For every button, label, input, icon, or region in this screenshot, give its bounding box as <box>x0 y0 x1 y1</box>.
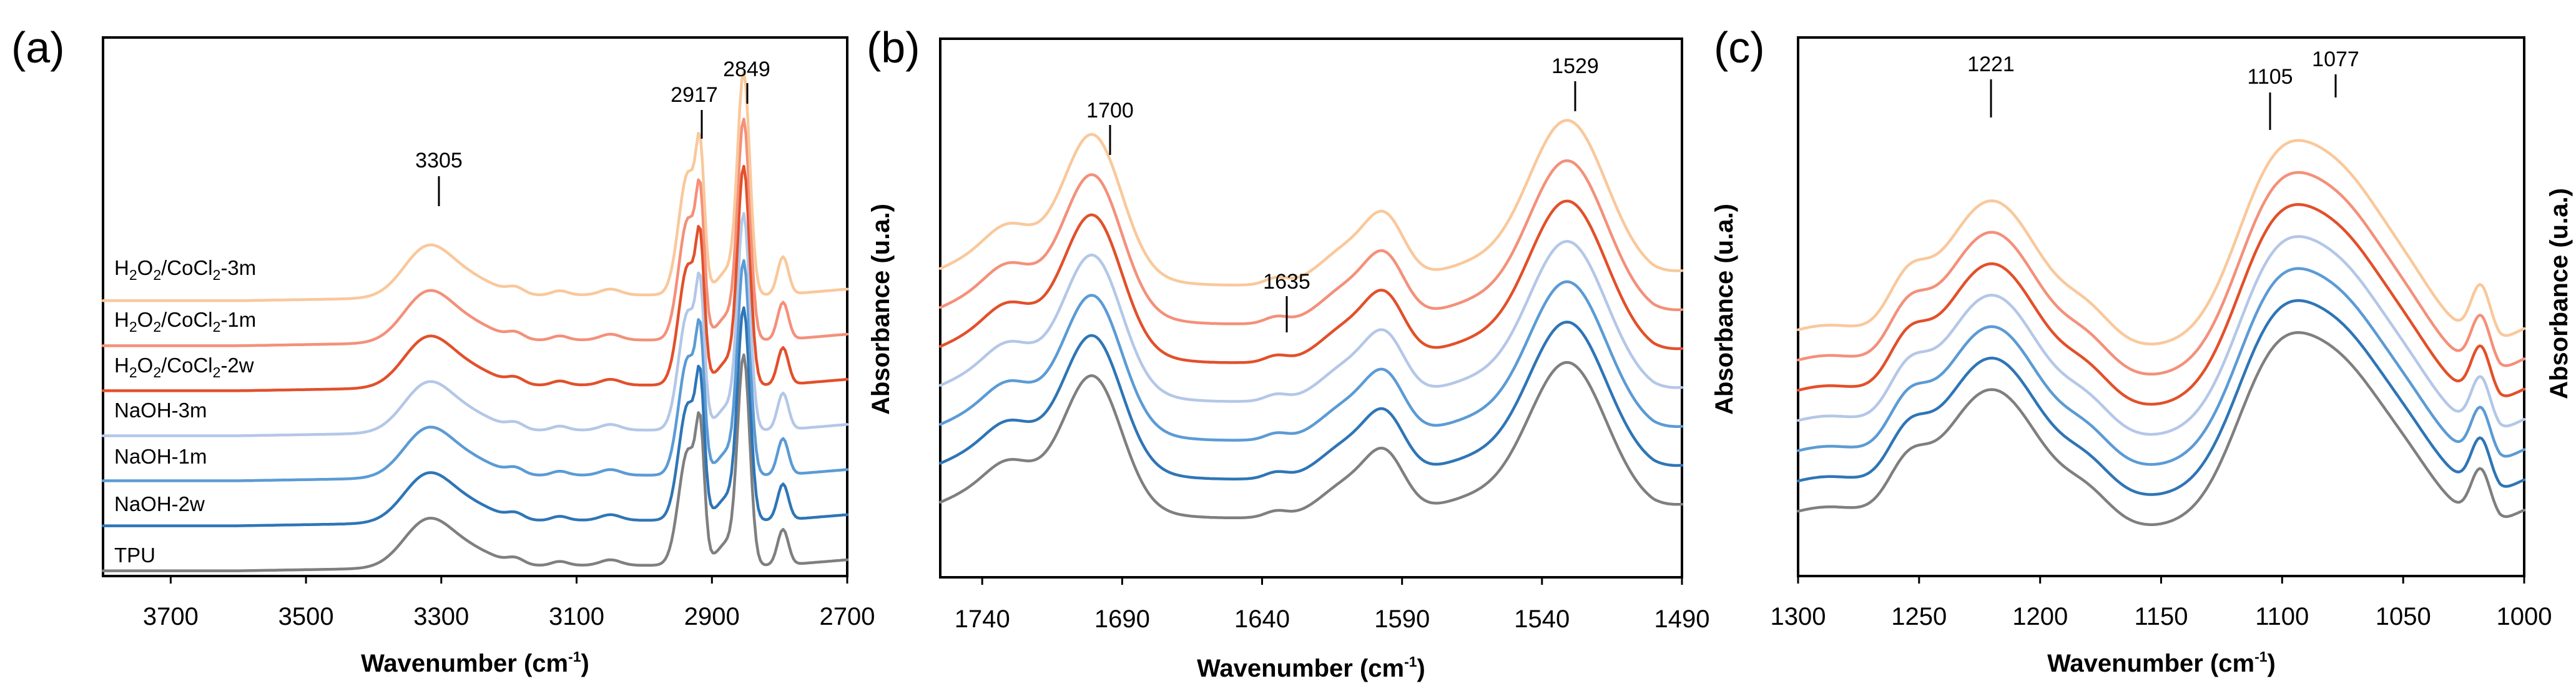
spectrum-b-naoh-1m <box>938 280 1684 442</box>
series-label-naoh-2w: NaOH-2w <box>114 492 205 515</box>
series-label-h2o2-1m: H2O2/CoCl2-1m <box>114 308 256 335</box>
y-axis-title-c-right: Absorbance (u.a.) <box>2545 188 2573 399</box>
spectrum-b-naoh-2w <box>938 321 1684 480</box>
tick-label-c-2: 1200 <box>2012 603 2068 630</box>
peak-label-1529: 1529 <box>1551 54 1599 78</box>
peak-label-2849: 2849 <box>723 57 770 81</box>
series-label-h2o2-3m: H2O2/CoCl2-3m <box>114 256 256 283</box>
spectrum-c-naoh-3m <box>1796 235 2526 436</box>
x-axis-title-c: Wavenumber (cm-1) <box>2047 649 2276 677</box>
spectra-group <box>101 70 2526 572</box>
panel-letter-b: (b) <box>867 23 920 72</box>
spectrum-c-h2o2-cocl2-2w <box>1796 203 2526 406</box>
series-labels: H2O2/CoCl2-3m H2O2/CoCl2-1m H2O2/CoCl2-2… <box>114 256 256 567</box>
tick-label-b-3: 1590 <box>1374 605 1430 633</box>
peak-annotations: 3305 2917 2849 1700 1635 1529 1221 1105 … <box>415 47 2359 332</box>
tick-label-c-6: 1000 <box>2497 603 2552 630</box>
plot-area-c <box>1797 36 2525 577</box>
spectrum-c-h2o2-cocl2-3m <box>1796 139 2526 346</box>
tick-label-b-2: 1640 <box>1234 605 1290 633</box>
spectrum-b-h2o2-cocl2-1m <box>938 159 1684 326</box>
x-axis-title-b: Wavenumber (cm-1) <box>1197 654 1425 682</box>
peak-label-1635: 1635 <box>1263 270 1310 294</box>
tick-label-b-1: 1690 <box>1094 605 1150 633</box>
tick-label-b-5: 1490 <box>1654 605 1710 633</box>
series-label-tpu: TPU <box>114 544 155 567</box>
spectrum-b-h2o2-cocl2-2w <box>938 199 1684 364</box>
peak-label-1700: 1700 <box>1086 99 1134 122</box>
tick-label-c-5: 1050 <box>2376 603 2431 630</box>
peak-label-1077: 1077 <box>2312 47 2359 71</box>
tick-label-c-1: 1250 <box>1891 603 1947 630</box>
spectrum-c-h2o2-cocl2-1m <box>1796 171 2526 376</box>
plot-area-a <box>102 36 848 577</box>
series-label-naoh-3m: NaOH-3m <box>114 399 207 422</box>
spectrum-b-naoh-3m <box>938 240 1684 403</box>
series-label-h2o2-2w: H2O2/CoCl2-2w <box>114 354 254 380</box>
tick-label-b-0: 1740 <box>955 605 1010 633</box>
tick-label-a-5: 2700 <box>820 603 875 630</box>
spectrum-a-naoh-3m <box>101 212 849 437</box>
spectrum-c-tpu <box>1796 331 2526 526</box>
tick-label-c-3: 1150 <box>2134 603 2188 630</box>
tick-label-a-1: 3500 <box>278 603 334 630</box>
spectrum-a-h2o2-cocl2-3m <box>101 70 849 302</box>
x-axis-title-a: Wavenumber (cm-1) <box>361 649 589 677</box>
tick-label-c-0: 1300 <box>1771 603 1826 630</box>
spectrum-a-naoh-2w <box>101 306 849 527</box>
tick-label-c-4: 1100 <box>2255 603 2309 630</box>
x-axis-ticks: 3700 3500 3300 3100 2900 2700 1740 1690 … <box>143 576 2552 633</box>
spectrum-a-h2o2-cocl2-2w <box>101 164 849 392</box>
peak-label-2917: 2917 <box>671 83 718 107</box>
y-axis-title-b: Absorbance (u.a.) <box>867 204 895 415</box>
series-label-naoh-1m: NaOH-1m <box>114 445 207 468</box>
spectrum-a-tpu <box>101 353 849 572</box>
tick-label-b-4: 1540 <box>1514 605 1570 633</box>
spectrum-a-naoh-1m <box>101 259 849 482</box>
tick-label-a-0: 3700 <box>143 603 199 630</box>
panel-letter-a: (a) <box>11 23 65 72</box>
spectrum-b-h2o2-cocl2-3m <box>938 119 1684 287</box>
tick-label-a-3: 3100 <box>549 603 604 630</box>
peak-label-1105: 1105 <box>2247 65 2293 89</box>
tick-label-a-4: 2900 <box>684 603 740 630</box>
peak-label-1221: 1221 <box>1967 52 2015 76</box>
panel-letter-c: (c) <box>1714 23 1765 72</box>
y-axis-title-c: Absorbance (u.a.) <box>1711 204 1738 415</box>
spectrum-a-h2o2-cocl2-1m <box>101 117 849 347</box>
spectrum-b-tpu <box>938 360 1684 520</box>
tick-label-a-2: 3300 <box>413 603 469 630</box>
peak-label-3305: 3305 <box>415 149 463 172</box>
spectrum-c-naoh-2w <box>1796 299 2526 496</box>
spectrum-c-naoh-1m <box>1796 267 2526 466</box>
